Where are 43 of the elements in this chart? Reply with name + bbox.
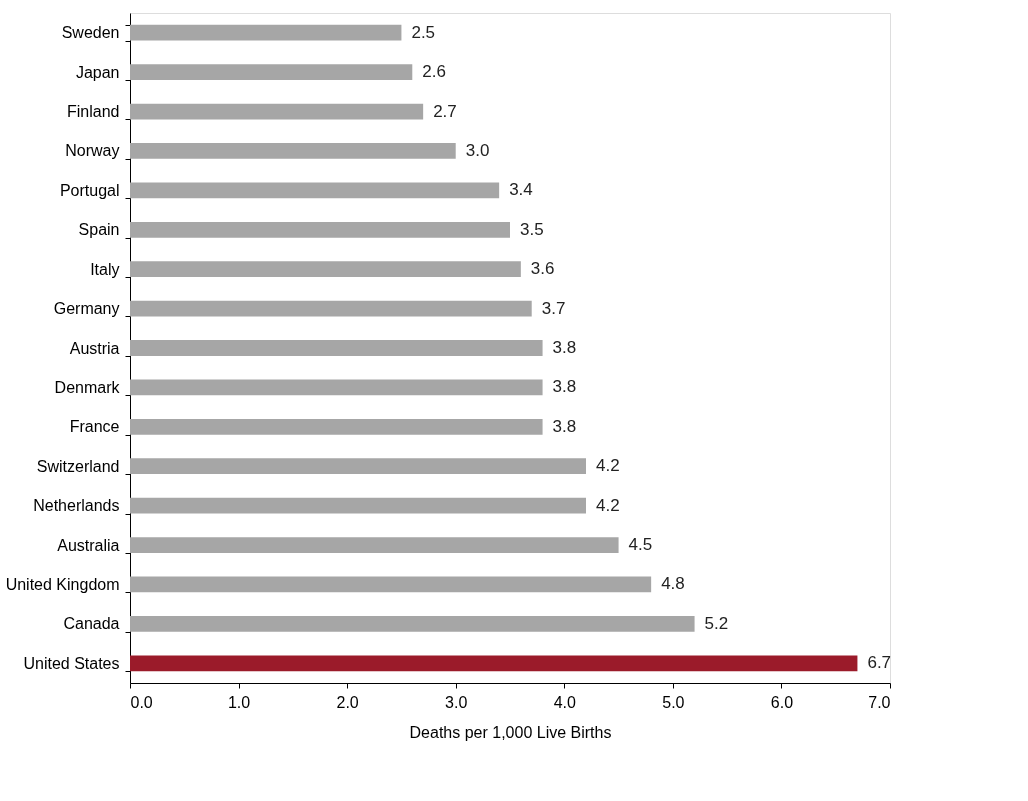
y-tick-label: United States xyxy=(23,654,120,672)
x-tick-label: 0.0 xyxy=(130,693,153,711)
x-axis-title: Deaths per 1,000 Live Births xyxy=(409,723,612,741)
data-label: 4.2 xyxy=(596,495,620,515)
data-label: 2.7 xyxy=(433,101,457,121)
y-tick-label: Germany xyxy=(53,300,120,318)
y-tick-label: Switzerland xyxy=(36,457,120,475)
y-tick-label: Japan xyxy=(75,63,120,81)
x-tick-label: 5.0 xyxy=(662,693,685,711)
y-tick-label: Spain xyxy=(78,221,120,239)
y-tick-label: Sweden xyxy=(61,24,120,42)
data-label: 3.8 xyxy=(552,416,577,436)
data-label: 3.0 xyxy=(465,140,490,160)
data-label: 3.6 xyxy=(530,259,555,279)
y-tick-label: Finland xyxy=(67,103,120,121)
data-label: 3.7 xyxy=(541,298,566,318)
data-label: 3.8 xyxy=(552,338,577,357)
x-tick-label: 3.0 xyxy=(445,693,468,711)
y-tick-label: Denmark xyxy=(54,378,121,396)
data-label: 4.5 xyxy=(628,535,653,555)
y-tick-label: Australia xyxy=(57,536,120,554)
x-tick-label: 6.0 xyxy=(770,693,794,711)
data-label: 3.5 xyxy=(520,219,544,239)
data-label: 4.2 xyxy=(596,456,620,476)
y-tick-label: Austria xyxy=(69,339,120,357)
y-tick-label: Canada xyxy=(63,615,120,633)
data-label: 3.8 xyxy=(552,377,577,397)
y-tick-label: Italy xyxy=(90,260,120,278)
y-tick-label: Norway xyxy=(65,142,120,160)
data-label: 4.8 xyxy=(661,574,685,594)
x-tick-label: 7.0 xyxy=(868,693,891,711)
data-label: 5.2 xyxy=(704,613,729,633)
y-tick-label: Netherlands xyxy=(33,497,120,515)
x-tick-label: 4.0 xyxy=(553,693,576,711)
data-label: 2.5 xyxy=(411,22,436,42)
data-label: 3.4 xyxy=(509,180,533,200)
x-tick-label: 1.0 xyxy=(227,693,251,711)
x-tick-label: 2.0 xyxy=(336,693,359,711)
y-tick-label: France xyxy=(69,418,120,436)
y-tick-label: United Kingdom xyxy=(5,575,120,593)
data-label: 6.7 xyxy=(867,653,892,673)
data-label: 2.6 xyxy=(422,62,446,82)
y-tick-label: Portugal xyxy=(59,181,120,199)
